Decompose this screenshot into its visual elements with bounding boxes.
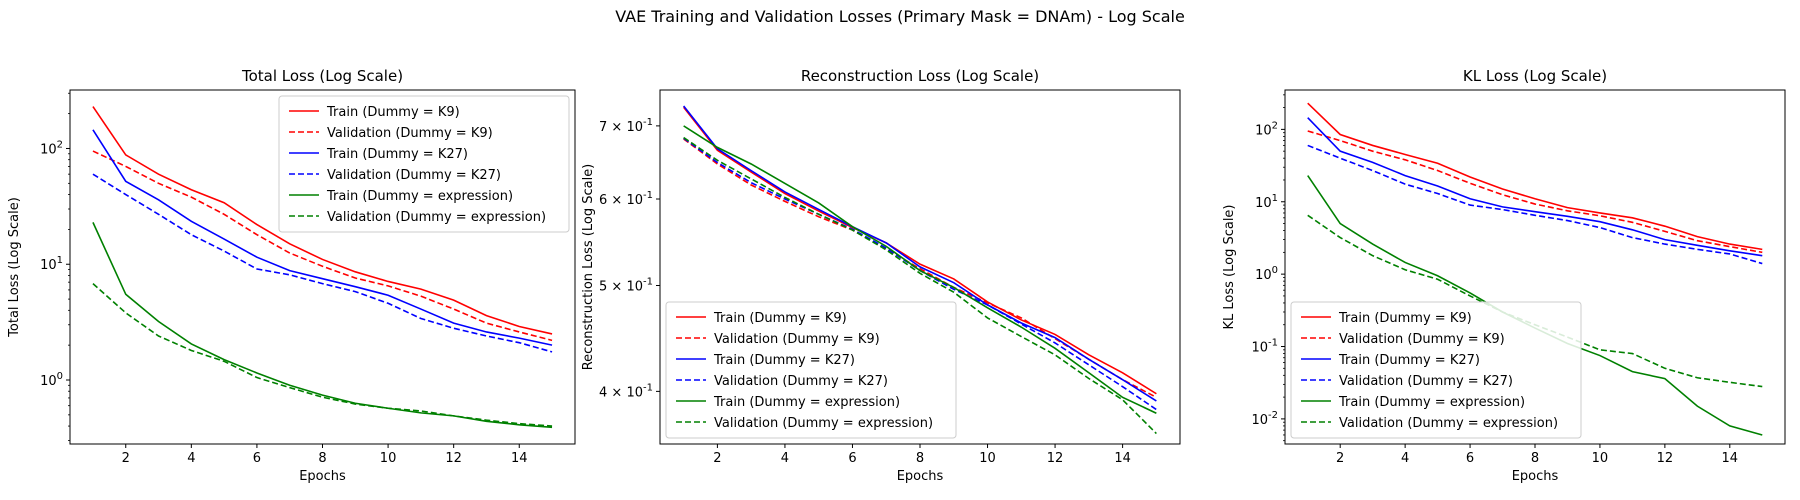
series-line-4	[92, 173, 553, 353]
legend-label: Train (Dummy = K27)	[1338, 353, 1480, 368]
series-line-4	[1307, 144, 1763, 265]
y-tick-label: 4 × 10-1	[599, 382, 653, 400]
chart-title: Total Loss (Log Scale)	[241, 67, 403, 85]
series-line-5	[683, 125, 1157, 414]
x-tick-label: 14	[1722, 451, 1739, 466]
legend-label: Train (Dummy = expression)	[326, 189, 513, 204]
legend-label: Train (Dummy = K9)	[326, 105, 460, 120]
chart-panel-1: Total Loss (Log Scale) 2 4 6 8 10 12 14 100 101 10…	[7, 67, 576, 484]
y-tick-label: 101	[40, 255, 63, 273]
x-tick-label: 8	[916, 451, 924, 466]
figure-title: VAE Training and Validation Losses (Prim…	[615, 7, 1185, 26]
y-tick-label: 102	[1255, 120, 1278, 138]
x-tick-label: 2	[1336, 451, 1344, 466]
series-group	[92, 106, 553, 429]
series-line-3	[683, 105, 1157, 402]
y-tick-label: 10-1	[1251, 338, 1278, 356]
legend-label: Train (Dummy = K9)	[1338, 311, 1472, 326]
series-line-1	[1307, 102, 1763, 251]
legend-box	[278, 95, 570, 233]
x-tick-label: 10	[1592, 451, 1609, 466]
legend-label: Validation (Dummy = expression)	[1339, 416, 1558, 431]
legend-box	[665, 301, 957, 439]
legend-label: Validation (Dummy = expression)	[714, 416, 933, 431]
x-tick-label: 10	[979, 451, 996, 466]
y-tick-label: 100	[1255, 265, 1278, 283]
y-axis-label: KL Loss (Log Scale)	[1222, 204, 1237, 329]
legend-label: Validation (Dummy = K27)	[327, 168, 501, 183]
series-line-3	[92, 129, 553, 346]
y-tick-label: 100	[40, 371, 63, 389]
series-line-5	[92, 222, 553, 429]
legend-label: Validation (Dummy = K9)	[327, 126, 493, 141]
series-line-1	[92, 106, 553, 335]
legend-label: Train (Dummy = expression)	[1338, 395, 1525, 410]
legend-label: Train (Dummy = K27)	[326, 147, 468, 162]
series-group	[683, 105, 1157, 435]
legend-box	[1290, 301, 1582, 439]
chart-title: KL Loss (Log Scale)	[1463, 67, 1607, 85]
x-axis-label: Epochs	[299, 469, 346, 484]
legend: Train (Dummy = K9) Validation (Dummy = K9…	[1290, 301, 1582, 439]
x-tick-label: 14	[511, 451, 528, 466]
y-tick-label: 10-2	[1251, 410, 1278, 428]
series-line-2	[683, 138, 1157, 399]
legend-label: Validation (Dummy = K9)	[714, 332, 880, 347]
y-tick-label: 102	[40, 139, 63, 157]
x-tick-label: 8	[1531, 451, 1539, 466]
y-axis-label: Total Loss (Log Scale)	[7, 197, 22, 338]
y-tick-label: 7 × 10-1	[599, 117, 653, 135]
x-tick-label: 4	[781, 451, 789, 466]
series-line-2	[92, 150, 553, 342]
legend-label: Train (Dummy = K9)	[713, 311, 847, 326]
x-tick-label: 6	[848, 451, 856, 466]
series-line-6	[683, 136, 1157, 435]
legend-label: Validation (Dummy = K27)	[1339, 374, 1513, 389]
x-axis-label: Epochs	[1512, 469, 1559, 484]
y-tick-label: 5 × 10-1	[599, 277, 653, 295]
x-tick-label: 12	[445, 451, 462, 466]
legend: Train (Dummy = K9) Validation (Dummy = K9…	[278, 95, 570, 233]
legend-label: Validation (Dummy = K9)	[1339, 332, 1505, 347]
x-tick-label: 6	[1466, 451, 1474, 466]
x-tick-label: 14	[1114, 451, 1131, 466]
legend: Train (Dummy = K9) Validation (Dummy = K9…	[665, 301, 957, 439]
y-tick-label: 101	[1255, 193, 1278, 211]
x-axis-label: Epochs	[897, 469, 944, 484]
series-line-2	[1307, 130, 1763, 254]
series-line-3	[1307, 117, 1763, 257]
x-tick-label: 2	[122, 451, 130, 466]
x-tick-label: 2	[713, 451, 721, 466]
x-tick-label: 8	[318, 451, 326, 466]
legend-label: Train (Dummy = expression)	[713, 395, 900, 410]
legend-label: Validation (Dummy = K27)	[714, 374, 888, 389]
legend-label: Validation (Dummy = expression)	[327, 210, 546, 225]
x-tick-label: 12	[1047, 451, 1064, 466]
series-line-6	[92, 283, 553, 427]
chart-panel-3: KL Loss (Log Scale) 2 4 6 8 10 12 14 10-2 10-1 100…	[1222, 67, 1786, 484]
x-tick-label: 6	[253, 451, 261, 466]
chart-title: Reconstruction Loss (Log Scale)	[801, 67, 1039, 85]
legend-label: Train (Dummy = K27)	[713, 353, 855, 368]
chart-panel-2: Reconstruction Loss (Log Scale) 2 4 6 8 10 12 1…	[581, 67, 1181, 484]
x-tick-label: 4	[187, 451, 195, 466]
y-tick-label: 6 × 10-1	[599, 190, 653, 208]
series-line-1	[683, 106, 1157, 395]
x-tick-label: 4	[1401, 451, 1409, 466]
x-tick-label: 10	[380, 451, 397, 466]
x-tick-label: 12	[1657, 451, 1674, 466]
y-axis-label: Reconstruction Loss (Log Scale)	[581, 164, 596, 371]
